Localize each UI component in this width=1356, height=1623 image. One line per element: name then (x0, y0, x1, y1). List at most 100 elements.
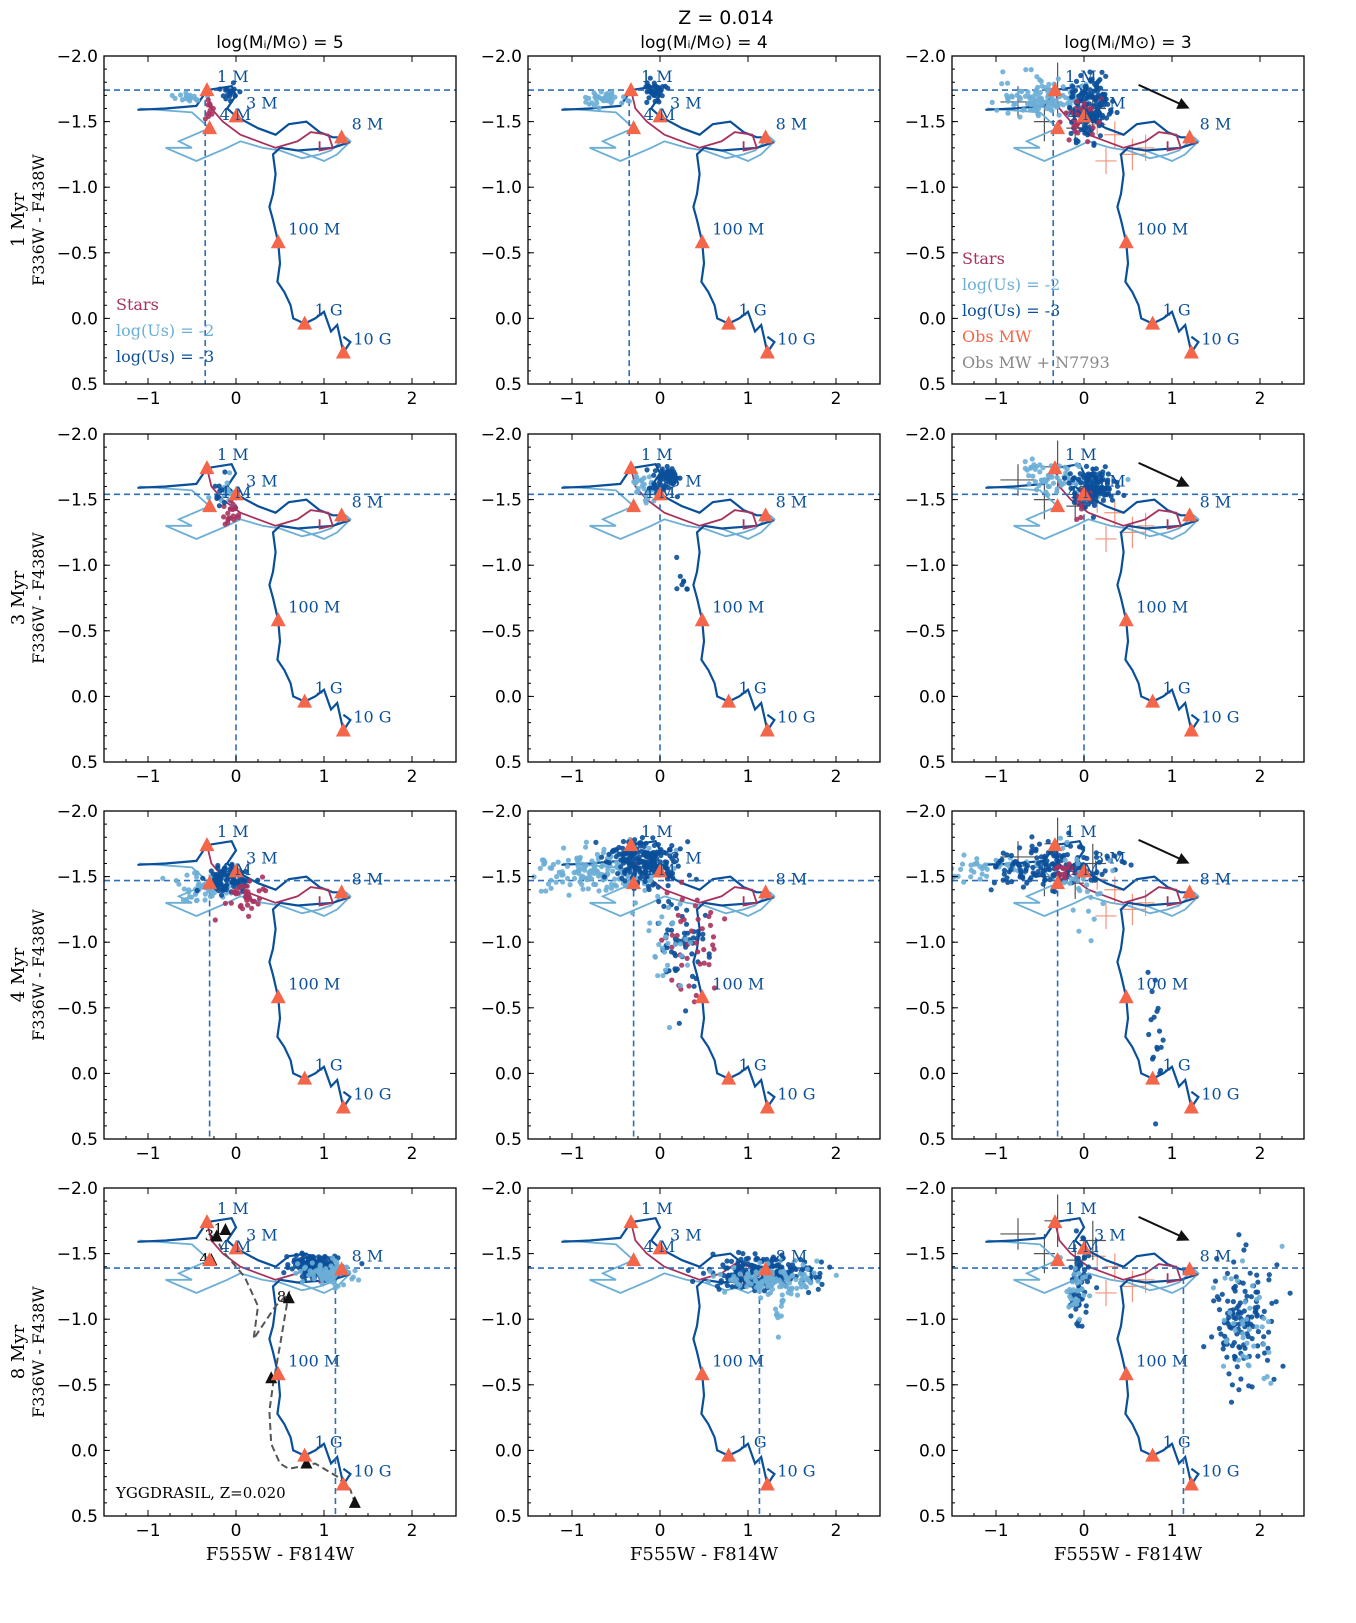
cluster-point-us3 (740, 1251, 746, 1257)
cluster-point-us3 (216, 503, 222, 509)
cluster-point-us2 (974, 856, 980, 862)
cluster-point-us3 (700, 931, 706, 937)
cluster-point-us2 (662, 934, 669, 940)
legend-entry: Stars (962, 249, 1005, 268)
cluster-point-us2 (652, 953, 658, 960)
cluster-point-us3 (281, 1270, 287, 1276)
cluster-point-us3 (1083, 1303, 1089, 1309)
age-marker-label: 10 G (353, 1085, 391, 1104)
cluster-point-us2 (196, 880, 202, 887)
cluster-point-us2 (737, 1271, 743, 1277)
cluster-point-us2 (538, 888, 544, 894)
cluster-point-us3 (1255, 1353, 1261, 1359)
y-tick-label: −0.5 (481, 999, 522, 1019)
cluster-point-us2 (1279, 1243, 1285, 1249)
cluster-point-us2 (1050, 480, 1057, 486)
x-tick-label: 2 (831, 1521, 842, 1541)
cluster-point-us3 (1093, 498, 1099, 504)
cluster-point-stars (695, 916, 701, 922)
age-marker-label: 4 M (1068, 860, 1100, 879)
cluster-point-us2 (1040, 477, 1046, 483)
cluster-point-us2 (758, 1295, 764, 1301)
cluster-point-us2 (1234, 1278, 1240, 1284)
x-tick-label: −1 (983, 389, 1008, 409)
cluster-point-us3 (223, 96, 229, 102)
cluster-point-us2 (677, 901, 683, 907)
cluster-point-us3 (1103, 115, 1110, 121)
age-marker (270, 989, 286, 1004)
cluster-point-us3 (1266, 1277, 1272, 1283)
age-marker (759, 1099, 775, 1114)
age-marker (1183, 344, 1199, 359)
age-marker-label: 10 G (1201, 1085, 1239, 1104)
cluster-point-us2 (1073, 1276, 1080, 1282)
cluster-point-us3 (1017, 863, 1023, 869)
age-marker-label: 4 M (644, 483, 676, 502)
cluster-point-us3 (1114, 479, 1120, 485)
cluster-point-stars (699, 926, 705, 932)
cluster-point-us3 (1008, 852, 1015, 859)
cluster-point-us3 (1087, 87, 1093, 93)
cluster-point-us3 (321, 1254, 327, 1260)
cluster-point-us3 (672, 852, 679, 859)
cluster-point-us2 (593, 881, 599, 888)
age-marker (202, 875, 218, 890)
cluster-point-us2 (591, 870, 597, 876)
cluster-point-us3 (599, 854, 605, 860)
cluster-point-stars (1078, 506, 1085, 512)
cluster-point-stars (1068, 109, 1075, 115)
age-marker-label: 1 G (315, 1056, 343, 1075)
cluster-point-us3 (1074, 1255, 1080, 1262)
cluster-point-us3 (1149, 1056, 1156, 1062)
cluster-point-us2 (1265, 1319, 1272, 1325)
age-marker (694, 234, 710, 249)
age-marker-label: 3 M (1094, 471, 1126, 490)
cluster-point-us3 (1095, 79, 1101, 85)
cluster-point-us2 (748, 1274, 754, 1280)
cluster-point-us3 (649, 850, 655, 857)
cluster-point-us2 (1045, 88, 1051, 94)
cluster-point-stars (1064, 865, 1070, 871)
age-marker (721, 1070, 737, 1085)
cluster-point-us3 (647, 75, 653, 81)
cluster-point-us3 (690, 935, 696, 941)
plot-area: 1 M 3 M4 M 8 M 100 M 1 G 10 G (528, 822, 880, 1139)
y-tick-label: 0.5 (495, 375, 522, 395)
cluster-point-us2 (707, 1268, 713, 1274)
cluster-point-us3 (718, 1280, 724, 1286)
cluster-point-us3 (1083, 1309, 1089, 1315)
age-marker-label: 10 G (777, 330, 815, 349)
row-age-label: 3 Myr (8, 570, 29, 625)
cluster-point-us3 (1050, 888, 1056, 894)
cluster-point-us2 (548, 877, 554, 883)
y-tick-label: −1.0 (57, 1310, 98, 1330)
cluster-point-us3 (616, 844, 622, 851)
cluster-point-us3 (993, 863, 999, 869)
reddening-arrow (1138, 1215, 1185, 1239)
cluster-point-us2 (1261, 1315, 1267, 1321)
x-tick-label: −1 (135, 389, 160, 409)
cluster-point-us3 (215, 862, 221, 869)
cluster-point-us3 (669, 870, 676, 876)
y-tick-label: −0.5 (57, 622, 98, 642)
age-marker-label: 3 M (246, 471, 278, 490)
cluster-point-us3 (1100, 497, 1106, 503)
cluster-point-us3 (686, 872, 693, 878)
cluster-point-us2 (710, 1273, 717, 1279)
x-tick-label: 1 (1167, 1521, 1178, 1541)
cluster-point-us3 (1105, 477, 1111, 483)
x-tick-label: 2 (831, 767, 842, 787)
cluster-point-us2 (635, 488, 641, 494)
cluster-point-us3 (1080, 845, 1086, 851)
cluster-point-us2 (1004, 80, 1011, 86)
cluster-point-us2 (744, 1283, 750, 1290)
cluster-point-us2 (202, 891, 208, 897)
cluster-point-us2 (1054, 474, 1060, 481)
age-marker-label: 1 G (1163, 301, 1191, 320)
cluster-point-us3 (658, 481, 664, 488)
age-marker (623, 1214, 639, 1229)
y-tick-label: −0.5 (905, 999, 946, 1019)
cluster-point-us3 (1156, 1140, 1161, 1145)
cluster-point-us3 (1097, 471, 1103, 477)
cluster-point-us2 (1046, 483, 1052, 490)
